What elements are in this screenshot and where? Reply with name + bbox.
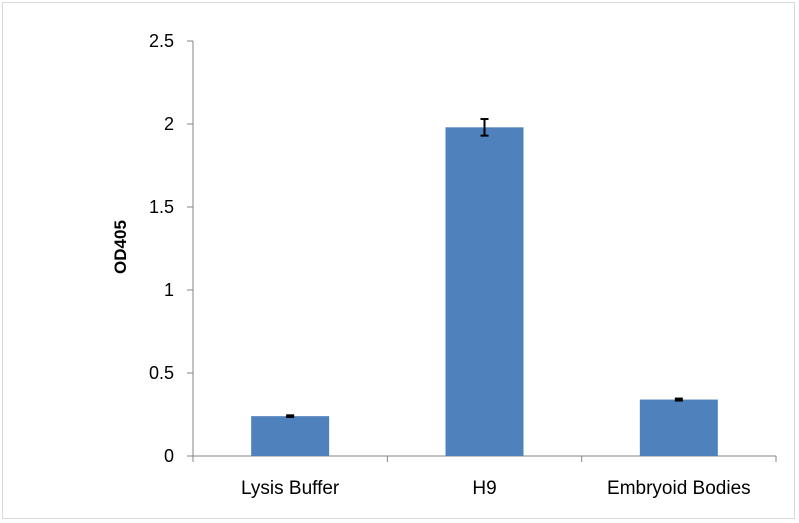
y-tick-label: 1.5 — [149, 197, 174, 217]
x-category-label: H9 — [472, 478, 496, 499]
bar-lysis-buffer — [251, 416, 330, 456]
y-tick-label: 1 — [164, 280, 174, 300]
x-category-label: Lysis Buffer — [241, 478, 340, 499]
y-tick-label: 0 — [164, 446, 174, 466]
y-tick-label: 2 — [164, 114, 174, 134]
y-tick-label: 0.5 — [149, 363, 174, 383]
tick-labels-layer: 0 0.5 1 1.5 2 2.5 Lysis Buffer H9 Embryoid Bodie… — [149, 31, 751, 499]
error-bars-layer — [286, 118, 683, 418]
bars-layer — [251, 127, 718, 456]
bar-embryoid-bodies — [639, 399, 718, 456]
bar-h9 — [445, 127, 524, 456]
y-axis-title: OD405 — [111, 220, 130, 274]
y-tick-label: 2.5 — [149, 31, 174, 51]
x-category-label: Embryoid Bodies — [607, 478, 751, 499]
